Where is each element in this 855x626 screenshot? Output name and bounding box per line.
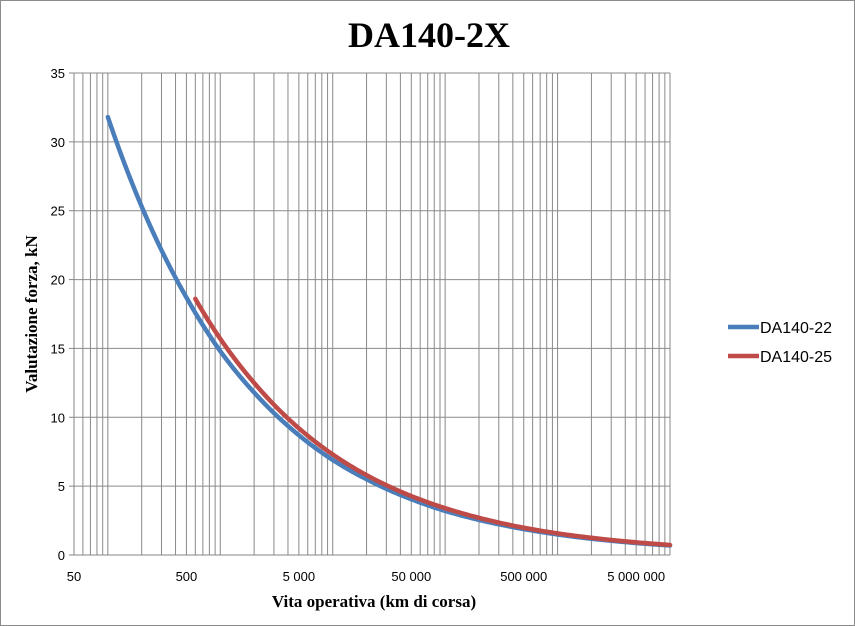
series-line-da140-25 — [193, 296, 673, 548]
legend-label: DA140-25 — [760, 349, 832, 366]
y-tick-label: 35 — [51, 66, 65, 81]
chart-title: DA140-2X — [348, 15, 510, 55]
tick-labels: 0 5 10 15 20 25 30 35 50 500 5 000 50 000 500 000 5 0… — [51, 66, 666, 584]
x-axis-title: Vita operativa (km di corsa) — [272, 592, 476, 611]
y-tick-label: 10 — [51, 410, 65, 425]
series-lines — [105, 114, 673, 548]
y-tick-label: 0 — [58, 548, 65, 563]
axes — [69, 72, 670, 556]
y-tick-label: 25 — [51, 204, 65, 219]
x-tick-label: 500 — [176, 569, 198, 584]
grid — [74, 72, 671, 555]
y-tick-label: 30 — [51, 135, 65, 150]
x-tick-label: 500 000 — [500, 569, 547, 584]
x-tick-label: 50 000 — [391, 569, 431, 584]
x-tick-label: 5 000 000 — [607, 569, 665, 584]
y-tick-label: 15 — [51, 341, 65, 356]
y-tick-label: 5 — [58, 479, 65, 494]
series-line-da140-22 — [105, 114, 673, 548]
y-tick-label: 20 — [51, 273, 65, 288]
y-axis-title: Valutazione forza, kN — [22, 235, 41, 393]
legend-label: DA140-22 — [760, 320, 832, 337]
legend: DA140-22 DA140-25 — [728, 320, 832, 366]
x-tick-label: 5 000 — [283, 569, 316, 584]
x-tick-label: 50 — [67, 569, 81, 584]
